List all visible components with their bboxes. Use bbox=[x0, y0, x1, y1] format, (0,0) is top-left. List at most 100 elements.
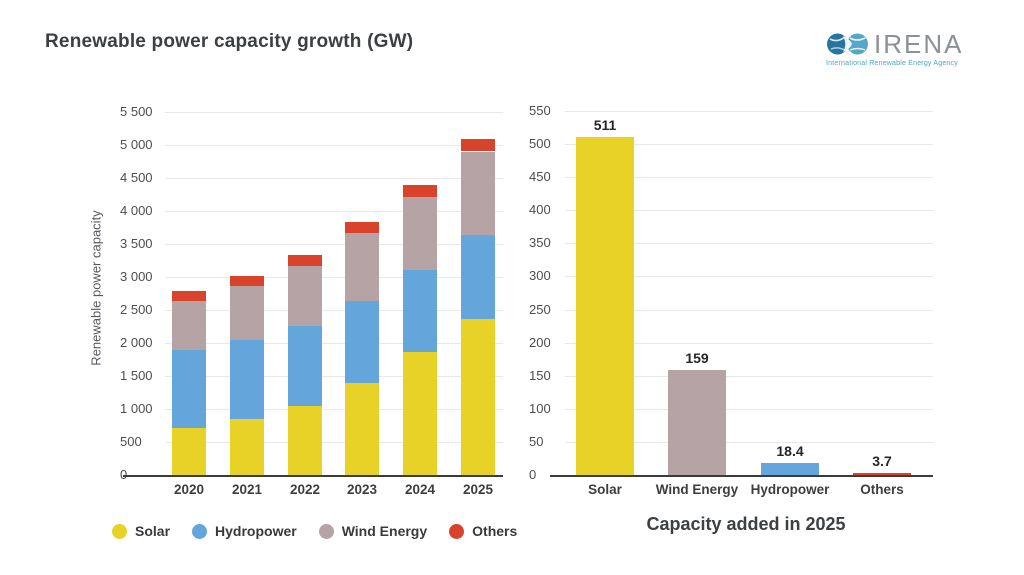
bar-solar bbox=[576, 137, 634, 475]
bar-others bbox=[853, 473, 911, 475]
bar-segment-hydropower-2022 bbox=[288, 326, 322, 406]
left-y-tick-label: 3 000 bbox=[120, 269, 153, 284]
left-y-tick-label: 3 500 bbox=[120, 236, 153, 251]
right-grid-line bbox=[565, 111, 933, 112]
bar-segment-solar-2023 bbox=[345, 383, 379, 475]
left-y-tick-label: 4 000 bbox=[120, 203, 153, 218]
page-title: Renewable power capacity growth (GW) bbox=[45, 31, 414, 52]
left-x-axis-line bbox=[123, 475, 503, 477]
legend-item-solar: Solar bbox=[112, 523, 170, 539]
left-y-tick-label: 1 000 bbox=[120, 401, 153, 416]
right-grid-line bbox=[565, 376, 933, 377]
legend-item-others: Others bbox=[449, 523, 517, 539]
bar-segment-solar-2021 bbox=[230, 419, 264, 475]
bar-segment-hydropower-2020 bbox=[172, 350, 206, 428]
irena-globes-icon bbox=[827, 33, 868, 55]
value-label-wind-energy: 159 bbox=[685, 350, 709, 366]
bar-segment-wind-energy-2020 bbox=[172, 301, 206, 350]
right-grid-line bbox=[565, 243, 933, 244]
right-grid-line bbox=[565, 442, 933, 443]
bar-segment-others-2024 bbox=[403, 185, 437, 197]
legend-swatch-wind-energy-icon bbox=[318, 523, 334, 539]
right-y-tick-label: 250 bbox=[529, 302, 551, 317]
left-chart-y-axis-title: Renewable power capacity bbox=[88, 210, 104, 366]
right-y-tick-label: 50 bbox=[529, 434, 544, 449]
left-y-tick-label: 500 bbox=[120, 434, 142, 449]
left-grid-line bbox=[165, 211, 503, 212]
right-y-tick-label: 450 bbox=[529, 169, 551, 184]
right-y-tick-label: 100 bbox=[529, 401, 551, 416]
bar-segment-wind-energy-2022 bbox=[288, 266, 322, 326]
value-label-solar: 511 bbox=[593, 117, 617, 133]
left-y-tick-label: 1 500 bbox=[120, 368, 153, 383]
chart-legend: Solar Hydropower Wind Energy Others bbox=[112, 523, 517, 539]
legend-swatch-others-icon bbox=[449, 523, 465, 539]
bar-segment-solar-2025 bbox=[461, 319, 495, 475]
right-x-tick-label: Wind Energy bbox=[655, 482, 739, 497]
right-grid-line bbox=[565, 144, 933, 145]
left-x-tick-label: 2024 bbox=[404, 482, 436, 497]
bar-segment-wind-energy-2023 bbox=[345, 233, 379, 301]
bar-segment-others-2023 bbox=[345, 222, 379, 233]
right-grid-line bbox=[565, 177, 933, 178]
irena-wordmark: IRENA bbox=[874, 29, 964, 59]
right-x-tick-label: Others bbox=[860, 482, 904, 497]
left-x-tick-label: 2023 bbox=[346, 482, 378, 497]
right-x-tick-label: Solar bbox=[588, 482, 622, 497]
bar-segment-wind-energy-2021 bbox=[230, 286, 264, 340]
bar-segment-solar-2024 bbox=[403, 352, 437, 475]
bar-segment-others-2022 bbox=[288, 255, 322, 266]
left-x-tick-label: 2022 bbox=[289, 482, 321, 497]
left-y-tick-label: 4 500 bbox=[120, 170, 153, 185]
right-grid-line bbox=[565, 276, 933, 277]
right-chart-title: Capacity added in 2025 bbox=[646, 514, 846, 534]
left-grid-line bbox=[165, 178, 503, 179]
right-y-tick-label: 200 bbox=[529, 335, 551, 350]
right-grid-line bbox=[565, 409, 933, 410]
right-grid-line bbox=[565, 310, 933, 311]
left-grid-line bbox=[165, 310, 503, 311]
bar-segment-hydropower-2025 bbox=[461, 235, 495, 319]
value-label-others: 3.7 bbox=[872, 453, 892, 469]
right-y-tick-label: 550 bbox=[529, 103, 551, 118]
right-y-tick-label: 400 bbox=[529, 202, 551, 217]
bar-segment-solar-2020 bbox=[172, 427, 206, 475]
left-grid-line bbox=[165, 277, 503, 278]
right-y-tick-label: 150 bbox=[529, 368, 551, 383]
irena-tagline: International Renewable Energy Agency bbox=[826, 60, 958, 67]
right-y-tick-label: 300 bbox=[529, 268, 551, 283]
left-grid-line bbox=[165, 376, 503, 377]
bar-segment-wind-energy-2024 bbox=[403, 197, 437, 270]
right-grid-line bbox=[565, 343, 933, 344]
legend-swatch-hydropower-icon bbox=[192, 523, 208, 539]
bar-segment-hydropower-2021 bbox=[230, 340, 264, 419]
left-y-tick-label: 0 bbox=[120, 467, 127, 483]
bar-segment-others-2021 bbox=[230, 276, 264, 286]
left-grid-line bbox=[165, 112, 503, 113]
bar-wind-energy bbox=[668, 370, 726, 475]
left-grid-line bbox=[165, 409, 503, 410]
right-y-tick-label: 0 bbox=[529, 467, 537, 482]
bar-segment-hydropower-2024 bbox=[403, 269, 437, 352]
bar-segment-wind-energy-2025 bbox=[461, 152, 495, 235]
bar-segment-others-2020 bbox=[172, 291, 206, 301]
left-y-tick-label: 2 500 bbox=[120, 302, 153, 317]
right-y-tick-label: 350 bbox=[529, 235, 551, 250]
legend-label: Wind Energy bbox=[341, 523, 428, 539]
left-x-tick-label: 2020 bbox=[173, 482, 205, 497]
legend-label: Solar bbox=[135, 523, 171, 539]
left-y-tick-label: 5 000 bbox=[120, 137, 153, 152]
legend-label: Others bbox=[472, 523, 518, 539]
bar-segment-hydropower-2023 bbox=[345, 300, 379, 383]
legend-item-wind-energy: Wind Energy bbox=[318, 523, 428, 539]
left-grid-line bbox=[165, 244, 503, 245]
left-y-tick-label: 5 500 bbox=[120, 104, 153, 119]
bar-segment-solar-2022 bbox=[288, 405, 322, 475]
right-x-axis-line bbox=[550, 475, 933, 477]
bar-hydropower bbox=[761, 463, 819, 475]
left-x-tick-label: 2021 bbox=[231, 482, 263, 497]
left-x-tick-label: 2025 bbox=[462, 482, 494, 497]
left-grid-line bbox=[165, 442, 503, 443]
right-grid-line bbox=[565, 210, 933, 211]
